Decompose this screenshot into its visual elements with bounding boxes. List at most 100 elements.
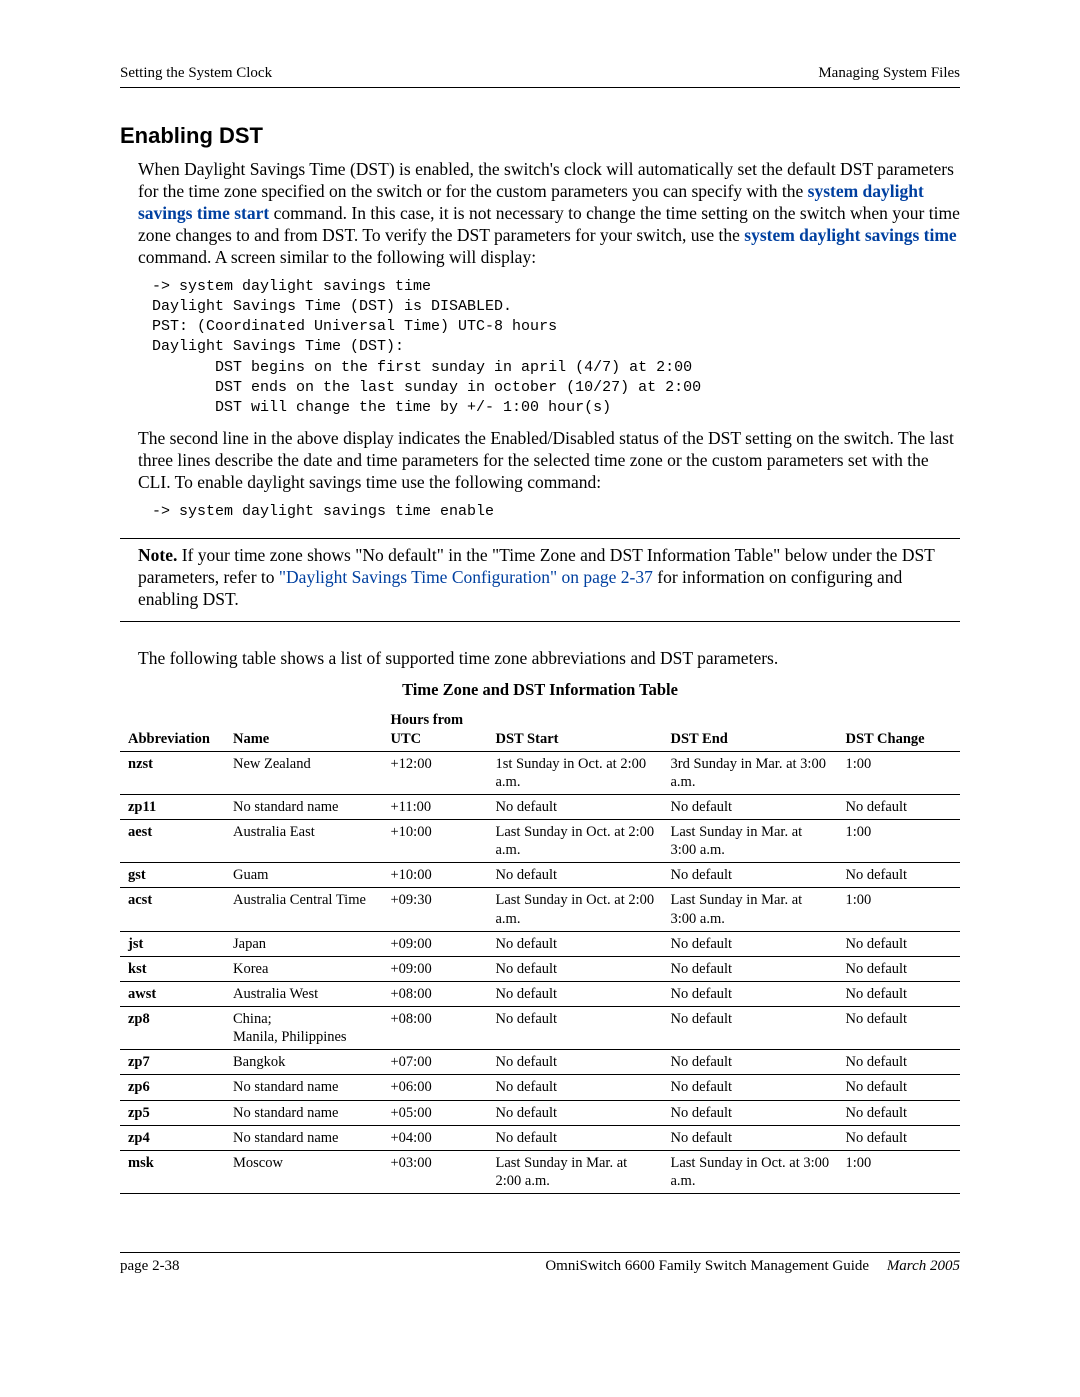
table-cell: Last Sunday in Oct. at 3:00 a.m. [662,1150,837,1193]
table-cell: 1:00 [837,751,960,794]
table-cell: +03:00 [382,1150,487,1193]
table-cell: +06:00 [382,1075,487,1100]
table-cell: No default [662,1075,837,1100]
table-cell: No default [487,1075,662,1100]
th-name: Name [225,708,382,751]
table-cell: No default [662,1007,837,1050]
table-row: zp11No standard name+11:00No defaultNo d… [120,794,960,819]
table-cell: awst [120,981,225,1006]
table-cell: acst [120,888,225,931]
note-label: Note. [138,545,177,565]
table-cell: Guam [225,863,382,888]
table-cell: +10:00 [382,863,487,888]
table-cell: New Zealand [225,751,382,794]
table-cell: Last Sunday in Oct. at 2:00 a.m. [487,820,662,863]
th-change: DST Change [837,708,960,751]
table-cell: 1:00 [837,888,960,931]
table-cell: No default [837,1007,960,1050]
table-cell: zp7 [120,1050,225,1075]
table-cell: Australia East [225,820,382,863]
table-cell: No default [487,1100,662,1125]
table-cell: No default [487,794,662,819]
table-cell: jst [120,931,225,956]
note-paragraph: Note. If your time zone shows "No defaul… [138,545,960,611]
footer-guide: OmniSwitch 6600 Family Switch Management… [545,1258,869,1274]
table-cell: +05:00 [382,1100,487,1125]
table-cell: Last Sunday in Oct. at 2:00 a.m. [487,888,662,931]
code-block-1: -> system daylight savings time Daylight… [152,277,960,419]
table-cell: Australia West [225,981,382,1006]
table-cell: Last Sunday in Mar. at 3:00 a.m. [662,888,837,931]
table-cell: No default [837,1075,960,1100]
footer-date: March 2005 [887,1258,960,1274]
code-block-2: -> system daylight savings time enable [152,502,960,522]
table-cell: No default [662,981,837,1006]
table-title: Time Zone and DST Information Table [120,680,960,701]
header-left: Setting the System Clock [120,64,272,83]
link-dst-cmd[interactable]: system daylight savings time [744,225,956,245]
table-cell: No default [837,981,960,1006]
table-cell: 3rd Sunday in Mar. at 3:00 a.m. [662,751,837,794]
page-footer: page 2-38 OmniSwitch 6600 Family Switch … [120,1257,960,1276]
table-cell: No default [487,863,662,888]
table-cell: +07:00 [382,1050,487,1075]
table-cell: No standard name [225,794,382,819]
table-cell: kst [120,956,225,981]
th-start: DST Start [487,708,662,751]
table-row: zp8China;Manila, Philippines+08:00No def… [120,1007,960,1050]
section-title: Enabling DST [120,122,960,150]
table-cell: No default [487,1050,662,1075]
table-cell: No default [487,931,662,956]
table-cell: 1:00 [837,820,960,863]
table-cell: No standard name [225,1100,382,1125]
table-cell: No default [487,981,662,1006]
header-rule [120,87,960,88]
table-cell: Last Sunday in Mar. at 3:00 a.m. [662,820,837,863]
table-cell: China;Manila, Philippines [225,1007,382,1050]
table-cell: zp5 [120,1100,225,1125]
table-cell: +09:00 [382,956,487,981]
table-cell: +09:30 [382,888,487,931]
table-cell: +09:00 [382,931,487,956]
paragraph-1: When Daylight Savings Time (DST) is enab… [138,159,960,268]
table-cell: nzst [120,751,225,794]
footer-left: page 2-38 [120,1257,180,1276]
paragraph-3: The following table shows a list of supp… [138,648,960,670]
table-cell: No default [662,1125,837,1150]
table-cell: No default [662,794,837,819]
footer-right: OmniSwitch 6600 Family Switch Management… [545,1257,960,1276]
table-cell: No default [487,1007,662,1050]
table-cell: zp6 [120,1075,225,1100]
dst-table: Abbreviation Name Hours fromUTC DST Star… [120,708,960,1194]
table-cell: No default [662,956,837,981]
table-cell: aest [120,820,225,863]
table-row: awstAustralia West+08:00No defaultNo def… [120,981,960,1006]
table-cell: +08:00 [382,981,487,1006]
table-cell: Last Sunday in Mar. at 2:00 a.m. [487,1150,662,1193]
paragraph-2: The second line in the above display ind… [138,428,960,494]
th-end: DST End [662,708,837,751]
para1-text-c: command. A screen similar to the followi… [138,247,536,267]
table-cell: No default [662,931,837,956]
table-cell: 1st Sunday in Oct. at 2:00 a.m. [487,751,662,794]
table-cell: No default [837,1050,960,1075]
table-cell: zp4 [120,1125,225,1150]
table-cell: zp11 [120,794,225,819]
table-cell: Australia Central Time [225,888,382,931]
table-row: acstAustralia Central Time+09:30Last Sun… [120,888,960,931]
table-cell: No default [837,794,960,819]
table-cell: 1:00 [837,1150,960,1193]
link-dst-config-page[interactable]: "Daylight Savings Time Configuration" on… [279,567,653,587]
table-cell: +11:00 [382,794,487,819]
table-cell: No default [662,863,837,888]
table-cell: gst [120,863,225,888]
footer-rule [120,1252,960,1253]
table-row: jstJapan+09:00No defaultNo defaultNo def… [120,931,960,956]
table-row: zp4No standard name+04:00No defaultNo de… [120,1125,960,1150]
page-header: Setting the System Clock Managing System… [120,64,960,83]
table-cell: No default [662,1100,837,1125]
table-row: zp6No standard name+06:00No defaultNo de… [120,1075,960,1100]
table-cell: No standard name [225,1125,382,1150]
table-cell: Korea [225,956,382,981]
table-cell: No default [837,1125,960,1150]
